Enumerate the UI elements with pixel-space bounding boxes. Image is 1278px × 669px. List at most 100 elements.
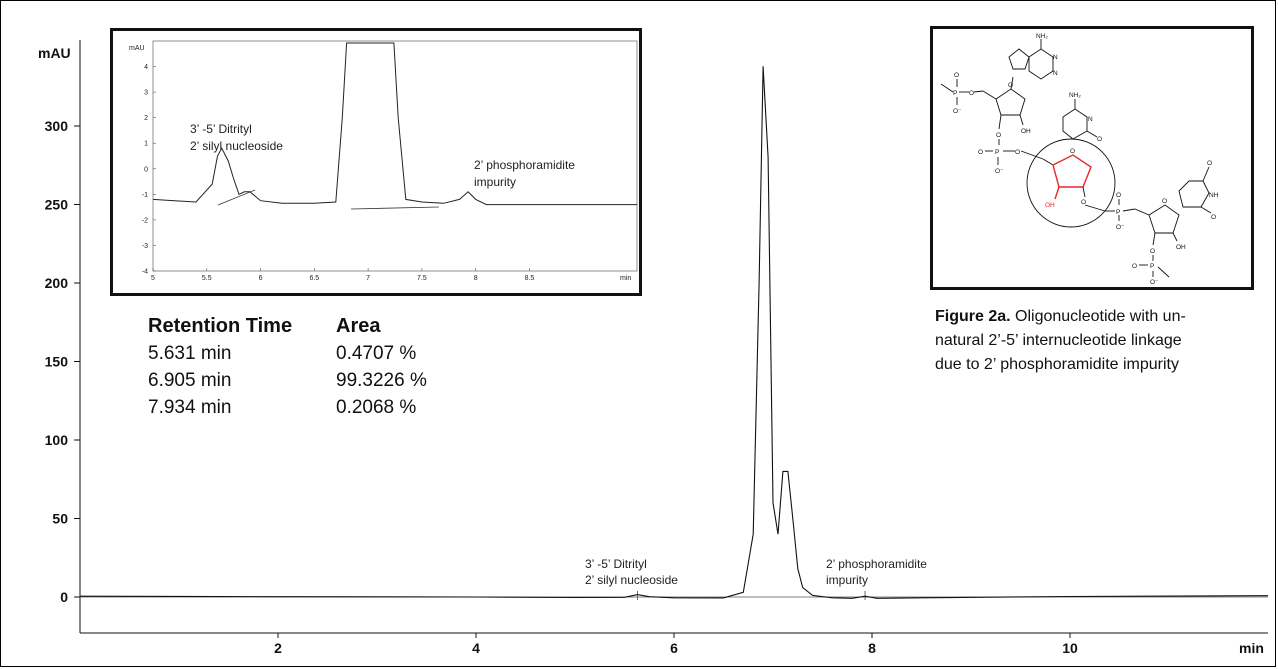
inset-annotation-impurity-line2: impurity <box>474 175 516 189</box>
figure-label: Figure 2a. <box>935 308 1011 325</box>
main-x-tick-label: 6 <box>670 640 678 656</box>
mol-oxygen: O <box>1132 263 1137 270</box>
mol-hydroxyl: OH <box>1021 128 1031 135</box>
main-x-tick-label: 10 <box>1062 640 1078 656</box>
mol-oxygen: O <box>978 149 983 156</box>
main-y-tick-label: 200 <box>45 275 69 291</box>
header-area: Area <box>336 315 381 337</box>
mol-oxygen-minus: O⁻ <box>1116 224 1125 231</box>
mol-phosphorus: P <box>953 90 957 97</box>
inset-chromatogram: mAU min -4 -3 -2 -1 0 1 2 3 4 5 5.5 6 6.5 7 7.5 8 8.5 3’… <box>129 40 638 282</box>
mol-oxygen: O <box>1211 214 1216 221</box>
inset-y-axis-title: mAU <box>129 45 145 52</box>
main-y-axis-title: mAU <box>38 45 71 61</box>
mol-oxygen: O <box>1015 149 1020 156</box>
mol-nitrogen: N <box>1053 54 1058 61</box>
inset-y-tick-label: -3 <box>142 243 148 250</box>
inset-x-tick-label: 5 <box>151 275 155 282</box>
main-y-tick-label: 300 <box>45 118 69 134</box>
mol-amine: NH₂ <box>1036 33 1048 40</box>
main-x-axis-title: min <box>1239 640 1264 656</box>
inset-y-tick-label: -1 <box>142 192 148 199</box>
molecule-panel: P O O⁻ O O OH O NH₂ N N P O <box>930 26 1254 290</box>
mol-nh: NH <box>1209 192 1219 199</box>
inset-x-tick-label: 8.5 <box>525 275 535 282</box>
inset-x-axis-title: min <box>620 275 631 282</box>
inset-y-tick-label: -4 <box>142 269 148 276</box>
inset-y-tick-label: 2 <box>144 115 148 122</box>
inset-x-tick-label: 6.5 <box>309 275 319 282</box>
inset-x-tick-label: 7.5 <box>417 275 427 282</box>
inset-annotation-impurity-line1: 2’ phosphoramidite <box>474 158 575 172</box>
mol-amine: NH₂ <box>1069 92 1081 99</box>
table-row: 7.934 min 0.2068 % <box>148 394 476 421</box>
area-percent: 0.2068 % <box>336 397 417 418</box>
mol-ring-oxygen: O <box>1070 148 1075 155</box>
main-x-tick-label: 2 <box>274 640 282 656</box>
main-trace <box>79 66 1269 599</box>
mol-ring-oxygen: O <box>1008 82 1013 89</box>
table-row: 5.631 min 0.4707 % <box>148 340 476 367</box>
retention-table: Retention Time Area 5.631 min 0.4707 % 6… <box>148 313 476 421</box>
main-y-tick-label: 250 <box>45 197 69 213</box>
mol-hydroxyl-highlight: OH <box>1045 202 1055 209</box>
oligonucleotide-structure: P O O⁻ O O OH O NH₂ N N P O <box>940 33 1219 286</box>
mol-phosphorus: P <box>1150 263 1154 270</box>
mol-oxygen-minus: O⁻ <box>1150 279 1159 286</box>
mol-hydroxyl: OH <box>1176 244 1186 251</box>
main-y-tick-label: 150 <box>45 354 69 370</box>
inset-annotation-nucleoside-line1: 3’ -5’ Ditrityl <box>190 122 252 136</box>
caption-line-2: natural 2’-5’ internucleotide linkage <box>935 332 1182 349</box>
main-annotation-nucleoside-line2: 2’ silyl nucleoside <box>585 573 678 587</box>
inset-x-tick-label: 7 <box>366 275 370 282</box>
mol-oxygen: O <box>996 132 1001 139</box>
inset-x-tick-label: 6 <box>259 275 263 282</box>
main-annotations: 3’ -5’ Ditrityl 2’ silyl nucleoside 2’ p… <box>585 557 927 587</box>
inset-y-tick-label: 3 <box>144 90 148 97</box>
area-percent: 99.3226 % <box>336 370 427 391</box>
inset-y-tick-label: 0 <box>144 166 148 173</box>
inset-panel: mAU min -4 -3 -2 -1 0 1 2 3 4 5 5.5 6 6.5 7 7.5 8 8.5 3’… <box>110 28 642 296</box>
mol-phosphorus: P <box>1116 209 1120 216</box>
inset-integration-line-1 <box>217 189 256 206</box>
inset-ticks: -4 -3 -2 -1 0 1 2 3 4 5 5.5 6 6.5 7 7.5 8 8.5 <box>142 64 535 282</box>
mol-phosphorus: P <box>995 149 999 156</box>
main-annotation-nucleoside-line1: 3’ -5’ Ditrityl <box>585 557 647 571</box>
figure-caption: Figure 2a. Oligonucleotide with un- natu… <box>935 305 1240 377</box>
mol-oxygen: O <box>969 90 974 97</box>
inset-plot-border <box>152 40 638 272</box>
main-y-tick-label: 50 <box>52 511 68 527</box>
main-annotation-impurity-line1: 2’ phosphoramidite <box>826 557 927 571</box>
table-header: Retention Time Area <box>148 313 476 340</box>
inset-x-tick-label: 8 <box>474 275 478 282</box>
retention-time: 5.631 min <box>148 343 232 364</box>
header-retention-time: Retention Time <box>148 315 293 337</box>
inset-x-tick-label: 5.5 <box>202 275 212 282</box>
caption-line-1: Oligonucleotide with un- <box>1015 308 1186 325</box>
mol-oxygen-minus: O⁻ <box>995 168 1004 175</box>
inset-annotation-nucleoside-line2: 2’ silyl nucleoside <box>190 139 283 153</box>
main-annotation-impurity-line2: impurity <box>826 573 868 587</box>
mol-oxygen: O <box>1116 192 1121 199</box>
mol-oxygen-minus: O⁻ <box>953 108 962 115</box>
main-x-tick-label: 4 <box>472 640 480 656</box>
inset-integration-line-2 <box>350 206 440 210</box>
mol-ring-oxygen: O <box>1162 198 1167 205</box>
mol-oxygen: O <box>954 72 959 79</box>
mol-nitrogen: N <box>1053 70 1058 77</box>
inset-y-tick-label: 4 <box>144 64 148 71</box>
main-x-tick-label: 8 <box>868 640 876 656</box>
mol-nitrogen: N <box>1088 116 1093 123</box>
inset-y-tick-label: -2 <box>142 217 148 224</box>
retention-time: 7.934 min <box>148 397 232 418</box>
inset-y-tick-label: 1 <box>144 141 148 148</box>
caption-line-3: due to 2’ phosphoramidite impurity <box>935 356 1179 373</box>
mol-oxygen: O <box>1097 136 1102 143</box>
mol-oxygen: O <box>1207 160 1212 167</box>
table-row: 6.905 min 99.3226 % <box>148 367 476 394</box>
area-percent: 0.4707 % <box>336 343 417 364</box>
mol-oxygen: O <box>1150 248 1155 255</box>
